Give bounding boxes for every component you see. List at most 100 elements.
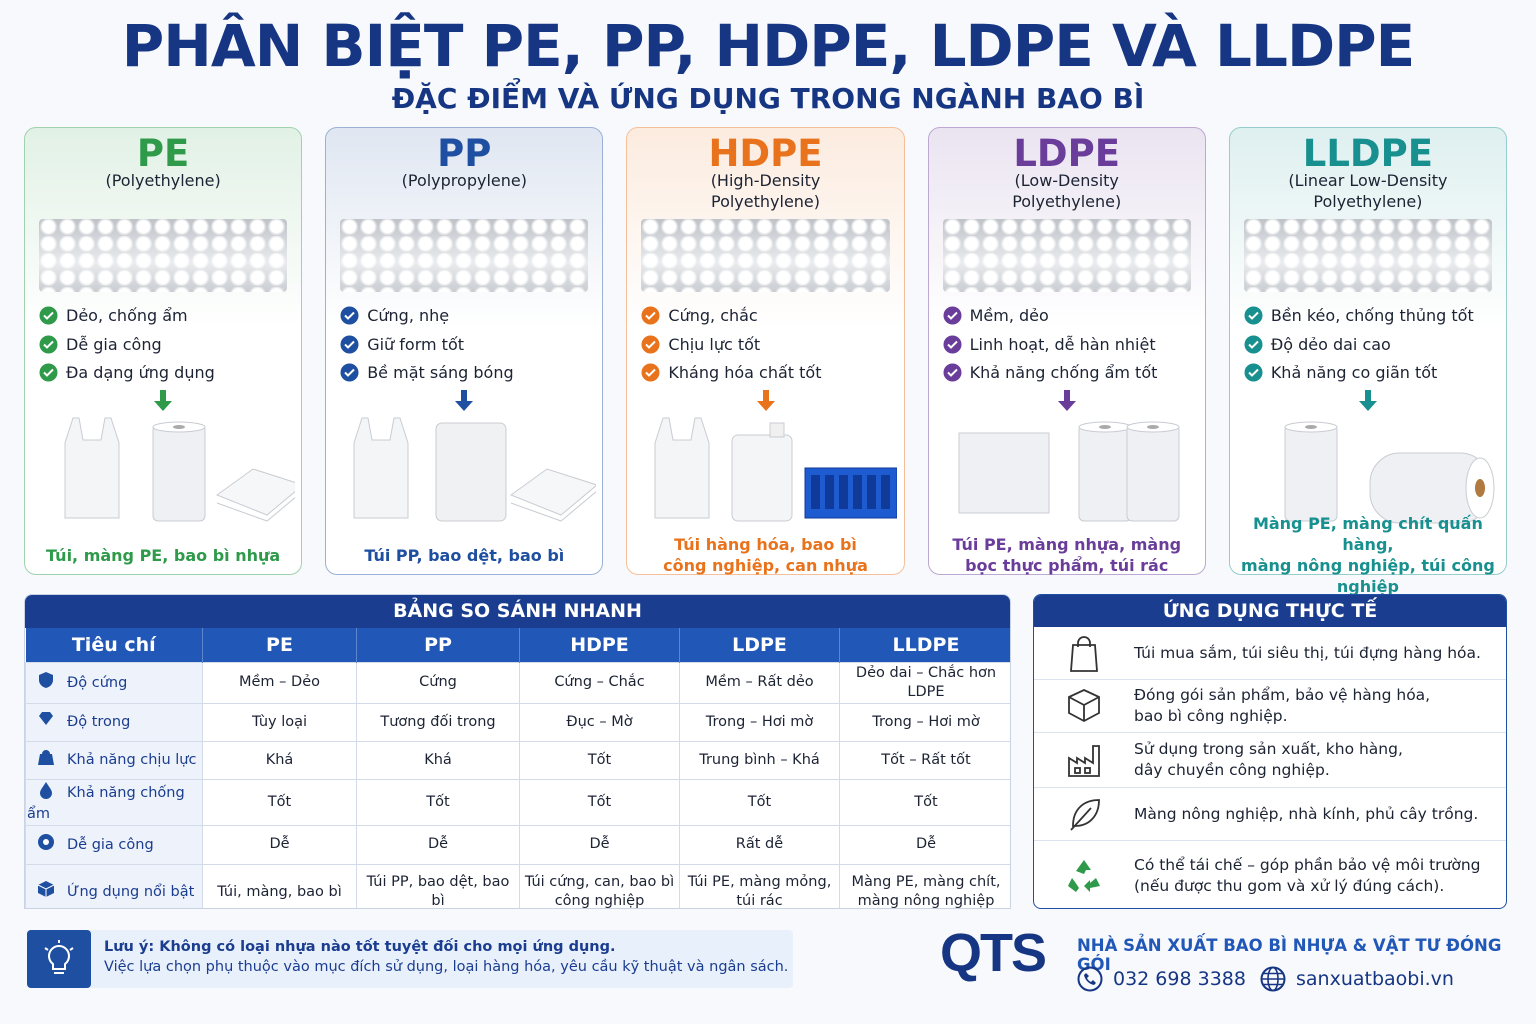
table-cell: Trung bình – Khá [679, 740, 840, 780]
material-card: LDPE (Low-Density Polyethylene) Mềm, dẻo Li… [927, 127, 1206, 575]
material-name: LLDPE [1302, 132, 1434, 175]
product-images [1240, 413, 1500, 532]
table-cell: Tốt [519, 778, 680, 826]
down-arrow [1057, 390, 1076, 411]
criterion-text: Độ trong [67, 714, 131, 730]
comparison-table: BẢNG SO SÁNH NHANH Tiêu chí PE PP HDPE LDPE L… [24, 594, 1011, 909]
table-cell: Tùy loại [202, 702, 357, 742]
row-icon [39, 671, 53, 688]
check-icon [39, 363, 58, 382]
material-full-name: (Polyethylene) [105, 171, 221, 190]
column-header: LDPE [679, 628, 840, 662]
applications-title: ỨNG DỤNG THỰC TẾ [1034, 595, 1506, 627]
check-icon [39, 306, 58, 325]
table-row: Khả năng chống ẩm Tốt Tốt Tốt Tốt Tốt [25, 778, 1010, 826]
table-cell: Khá [202, 740, 357, 780]
table-cell: Cứng – Chắc [519, 661, 680, 704]
feature: Mềm, dẻo [943, 306, 1049, 325]
criterion-text: Khả năng chịu lực [67, 752, 197, 768]
subtitle: ĐẶC ĐIỂM VÀ ỨNG DỤNG TRONG NGÀNH BAO BÌ [391, 82, 1145, 115]
granules-image [340, 219, 589, 292]
criterion-icon [37, 710, 55, 734]
down-arrow [154, 390, 173, 411]
globe-icon [1260, 966, 1286, 992]
feature-text: Giữ form tốt [367, 334, 464, 354]
arrow [25, 390, 301, 412]
uses: Túi hàng hóa, bao bì công nghiệp, can nh… [663, 535, 868, 575]
material-name: PE [136, 132, 190, 175]
material-name: LDPE [1013, 132, 1121, 175]
application-text: Túi mua sắm, túi siêu thị, túi đựng hàng… [1134, 643, 1481, 662]
application-text: Màng nông nghiệp, nhà kính, phủ cây trồn… [1134, 804, 1479, 823]
granules-image [1243, 219, 1493, 292]
uses: Màng PE, màng chít quấn hàng, màng nông … [1241, 514, 1495, 596]
criterion-text: Độ cứng [67, 674, 128, 691]
material-full-name: (Low-Density Polyethylene) [1012, 171, 1122, 211]
application-text: Có thể tái chế – góp phần bảo vệ môi trư… [1134, 855, 1481, 895]
note-text: Việc lựa chọn phụ thuộc vào mục đích sử … [104, 959, 789, 975]
uses: Túi, màng PE, bao bì nhựa [46, 545, 281, 565]
down-arrow [455, 390, 474, 411]
table-cell: Màng PE, màng chít, màng nông nghiệp [839, 863, 1010, 908]
criterion-icon [37, 833, 55, 857]
table-title: BẢNG SO SÁNH NHANH [25, 595, 1010, 628]
feature: Kháng hóa chất tốt [641, 363, 821, 382]
table-row: Độ cứng Mềm – Dẻo Cứng Cứng – Chắc Mềm – Rất… [25, 661, 1010, 704]
table-cell: Tốt [519, 740, 680, 780]
table-cell: Tốt [839, 778, 1010, 826]
criterion: Độ trong [25, 702, 203, 742]
criterion-icon [37, 671, 55, 695]
material-card: PE (Polyethylene) Dẻo, chống ẩm Dễ gia công… [24, 127, 305, 575]
application-icon [1034, 794, 1134, 834]
material-card: PP (Polypropylene) Cứng, nhẹ Giữ form tốt Bề… [325, 127, 604, 575]
feature: Bền kéo, chống thủng tốt [1244, 306, 1474, 325]
applications: ỨNG DỤNG THỰC TẾ Túi mua sắm, túi siêu t… [1033, 594, 1507, 909]
feature-text: Cứng, nhẹ [367, 306, 450, 325]
feature-text: Dẻo, chống ẩm [66, 306, 188, 325]
application-icon [1034, 740, 1134, 780]
check-icon [641, 335, 660, 353]
material-card: LLDPE (Linear Low-Density Polyethylene) Bề… [1228, 127, 1508, 596]
application-icon [1034, 686, 1134, 726]
arrow [326, 390, 602, 412]
row-icon [38, 750, 54, 765]
feature-text: Đa dạng ứng dụng [66, 363, 215, 382]
table-cell: Tương đối trong [356, 702, 520, 742]
product-images [939, 413, 1199, 532]
feature: Khả năng chống ẩm tốt [943, 363, 1157, 382]
application-item: Có thể tái chế – góp phần bảo vệ môi trư… [1034, 841, 1506, 908]
note: Lưu ý: Không có loại nhựa nào tốt tuyệt … [27, 930, 793, 988]
criterion: Khả năng chịu lực [25, 740, 203, 780]
feature-text: Độ dẻo dai cao [1270, 334, 1391, 354]
table-cell: Túi, màng, bao bì [202, 863, 357, 908]
granules-image [641, 219, 890, 292]
products [353, 417, 599, 522]
row-icon [39, 712, 53, 725]
row-icon [40, 781, 52, 799]
table: Tiêu chí PE PP HDPE LDPE LLDPE Độ cứng Mềm – Dẻ… [25, 628, 1010, 908]
arrow [929, 390, 1205, 412]
application-text: Đóng gói sản phẩm, bảo vệ hàng hóa, bao … [1134, 686, 1431, 725]
website-url: sanxuatbaobi.vn [1296, 968, 1454, 990]
application-item: Túi mua sắm, túi siêu thị, túi đựng hàng… [1034, 627, 1506, 680]
feature: Bề mặt sáng bóng [340, 363, 514, 382]
row-icon [38, 833, 54, 850]
check-icon [39, 335, 58, 353]
check-icon [1244, 363, 1263, 382]
feature: Đa dạng ứng dụng [39, 363, 215, 382]
check-icon [943, 335, 962, 353]
material-name: PP [437, 132, 492, 175]
check-icon [1244, 306, 1263, 325]
feature-text: Bền kéo, chống thủng tốt [1270, 306, 1474, 325]
table-cell: Mềm – Dẻo [202, 661, 357, 704]
feature: Độ dẻo dai cao [1244, 335, 1391, 354]
criterion-icon [37, 880, 55, 904]
row-icon [37, 881, 55, 897]
feature: Cứng, nhẹ [340, 306, 449, 325]
product-images [35, 413, 305, 532]
icon [1068, 689, 1100, 723]
check-icon [340, 363, 359, 382]
feature: Khả năng co giãn tốt [1244, 363, 1437, 382]
